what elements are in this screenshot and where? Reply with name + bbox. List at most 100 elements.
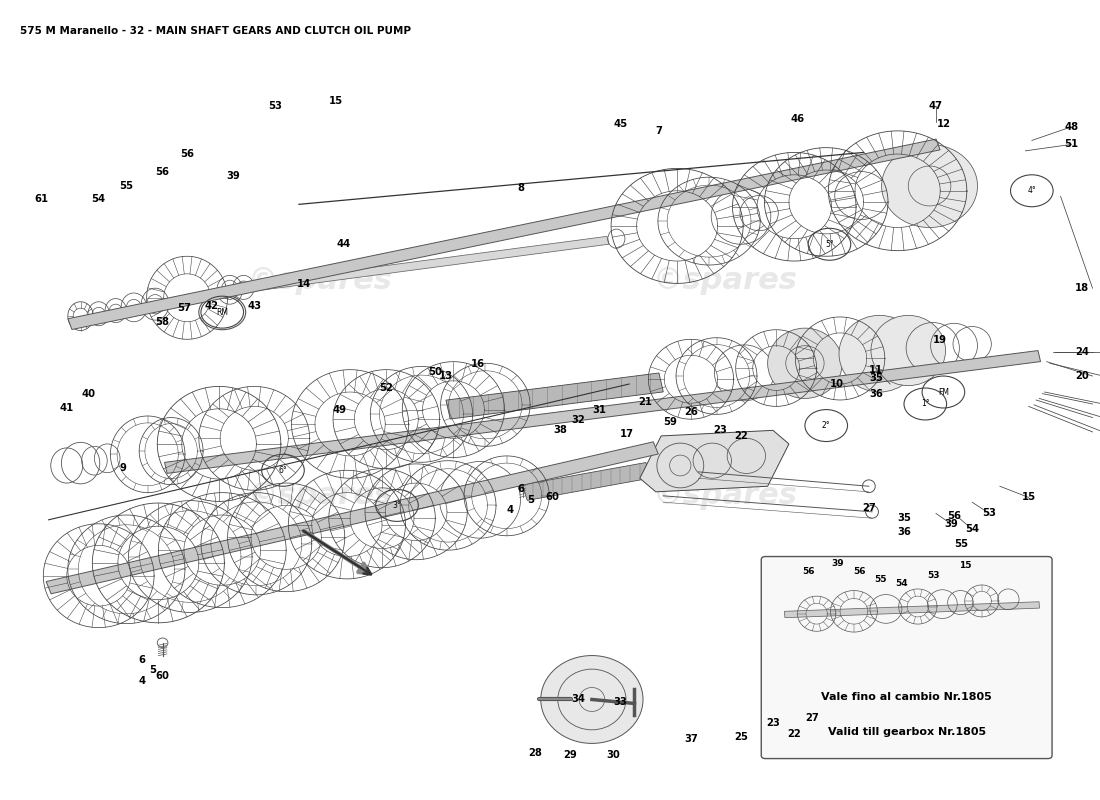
Text: 4: 4 [506, 506, 514, 515]
Text: 39: 39 [226, 171, 240, 182]
Text: 54: 54 [965, 524, 979, 534]
Text: 24: 24 [1075, 347, 1089, 357]
Text: 9: 9 [120, 463, 127, 473]
Text: 41: 41 [59, 403, 74, 413]
Text: 575 M Maranello - 32 - MAIN SHAFT GEARS AND CLUTCH OIL PUMP: 575 M Maranello - 32 - MAIN SHAFT GEARS … [20, 26, 411, 36]
Text: 32: 32 [571, 415, 585, 425]
Text: ©spares: ©spares [248, 482, 393, 510]
Text: 1°: 1° [921, 399, 929, 409]
FancyBboxPatch shape [761, 557, 1052, 758]
Text: 22: 22 [734, 431, 748, 441]
Text: 6: 6 [139, 654, 146, 665]
Text: 55: 55 [955, 538, 968, 549]
Text: ©spares: ©spares [652, 482, 798, 510]
Text: 2°: 2° [822, 421, 830, 430]
Text: 39: 39 [832, 559, 845, 568]
Text: 29: 29 [563, 750, 578, 760]
Polygon shape [245, 236, 608, 292]
Text: 20: 20 [1075, 371, 1089, 381]
Text: 36: 36 [898, 526, 911, 537]
Text: 30: 30 [606, 750, 620, 760]
Text: 47: 47 [928, 101, 943, 111]
Text: 27: 27 [862, 503, 876, 513]
Text: 53: 53 [268, 101, 283, 111]
Text: 15: 15 [1022, 493, 1036, 502]
Text: 56: 56 [947, 510, 961, 521]
Text: 27: 27 [805, 713, 820, 723]
Text: 54: 54 [895, 578, 909, 588]
Text: 53: 53 [927, 571, 940, 580]
Text: 49: 49 [332, 405, 346, 414]
Ellipse shape [871, 315, 946, 386]
Text: 4°: 4° [1027, 186, 1036, 195]
Text: 33: 33 [614, 697, 627, 707]
Text: 5°: 5° [825, 240, 834, 249]
Text: 42: 42 [205, 301, 219, 310]
Text: 59: 59 [662, 418, 676, 427]
Text: 50: 50 [428, 367, 442, 377]
Text: 61: 61 [34, 194, 48, 204]
Text: 6: 6 [517, 485, 524, 494]
Text: 23: 23 [713, 425, 727, 434]
Text: 7: 7 [656, 126, 662, 136]
Text: 5: 5 [528, 495, 535, 505]
Text: ©spares: ©spares [248, 266, 393, 294]
Text: 39: 39 [944, 518, 958, 529]
Text: 54: 54 [91, 194, 106, 204]
Text: 17: 17 [620, 429, 634, 438]
Text: 56: 56 [852, 567, 866, 576]
Text: 43: 43 [248, 301, 261, 310]
Text: 35: 35 [898, 513, 911, 523]
Text: 16: 16 [471, 359, 485, 369]
Text: 56: 56 [180, 149, 194, 159]
Text: 26: 26 [684, 407, 697, 417]
Text: 15: 15 [329, 95, 343, 106]
Text: 38: 38 [553, 426, 566, 435]
Text: 34: 34 [571, 694, 585, 705]
Ellipse shape [541, 655, 644, 743]
Text: 40: 40 [81, 389, 95, 398]
Text: 15: 15 [959, 561, 972, 570]
Polygon shape [522, 462, 651, 501]
Text: 56: 56 [802, 567, 814, 576]
Text: 6°: 6° [278, 466, 287, 474]
Text: 58: 58 [155, 317, 169, 326]
Text: 11: 11 [869, 365, 883, 374]
Text: 48: 48 [1064, 122, 1078, 132]
Text: FM: FM [938, 387, 949, 397]
Ellipse shape [768, 328, 843, 398]
Text: 44: 44 [337, 239, 351, 250]
Polygon shape [165, 350, 1041, 474]
Text: 56: 56 [155, 167, 169, 178]
Text: 60: 60 [546, 493, 560, 502]
Text: 25: 25 [734, 732, 748, 742]
Text: 21: 21 [638, 397, 652, 406]
Text: 3°: 3° [393, 501, 402, 510]
Text: 51: 51 [1064, 139, 1078, 150]
Text: 12: 12 [936, 119, 950, 130]
Text: 45: 45 [614, 119, 628, 130]
Text: 46: 46 [791, 114, 804, 124]
Text: 18: 18 [1075, 283, 1089, 293]
Text: 53: 53 [982, 509, 997, 518]
Text: 57: 57 [177, 303, 190, 313]
Text: 22: 22 [788, 729, 801, 739]
Ellipse shape [839, 315, 920, 392]
Text: 10: 10 [829, 379, 844, 389]
Text: 35: 35 [869, 373, 883, 382]
Text: 55: 55 [874, 574, 887, 584]
Text: 55: 55 [120, 181, 133, 191]
Text: 23: 23 [766, 718, 780, 729]
Text: 5: 5 [150, 665, 156, 675]
Text: 60: 60 [156, 670, 169, 681]
Polygon shape [68, 139, 940, 330]
Polygon shape [46, 442, 658, 594]
Text: 52: 52 [379, 383, 393, 393]
Polygon shape [446, 373, 663, 419]
Polygon shape [784, 602, 1040, 618]
Text: 37: 37 [684, 734, 697, 745]
Text: ©spares: ©spares [652, 266, 798, 294]
Text: 28: 28 [528, 748, 542, 758]
Polygon shape [640, 430, 789, 492]
Text: 19: 19 [933, 335, 947, 345]
